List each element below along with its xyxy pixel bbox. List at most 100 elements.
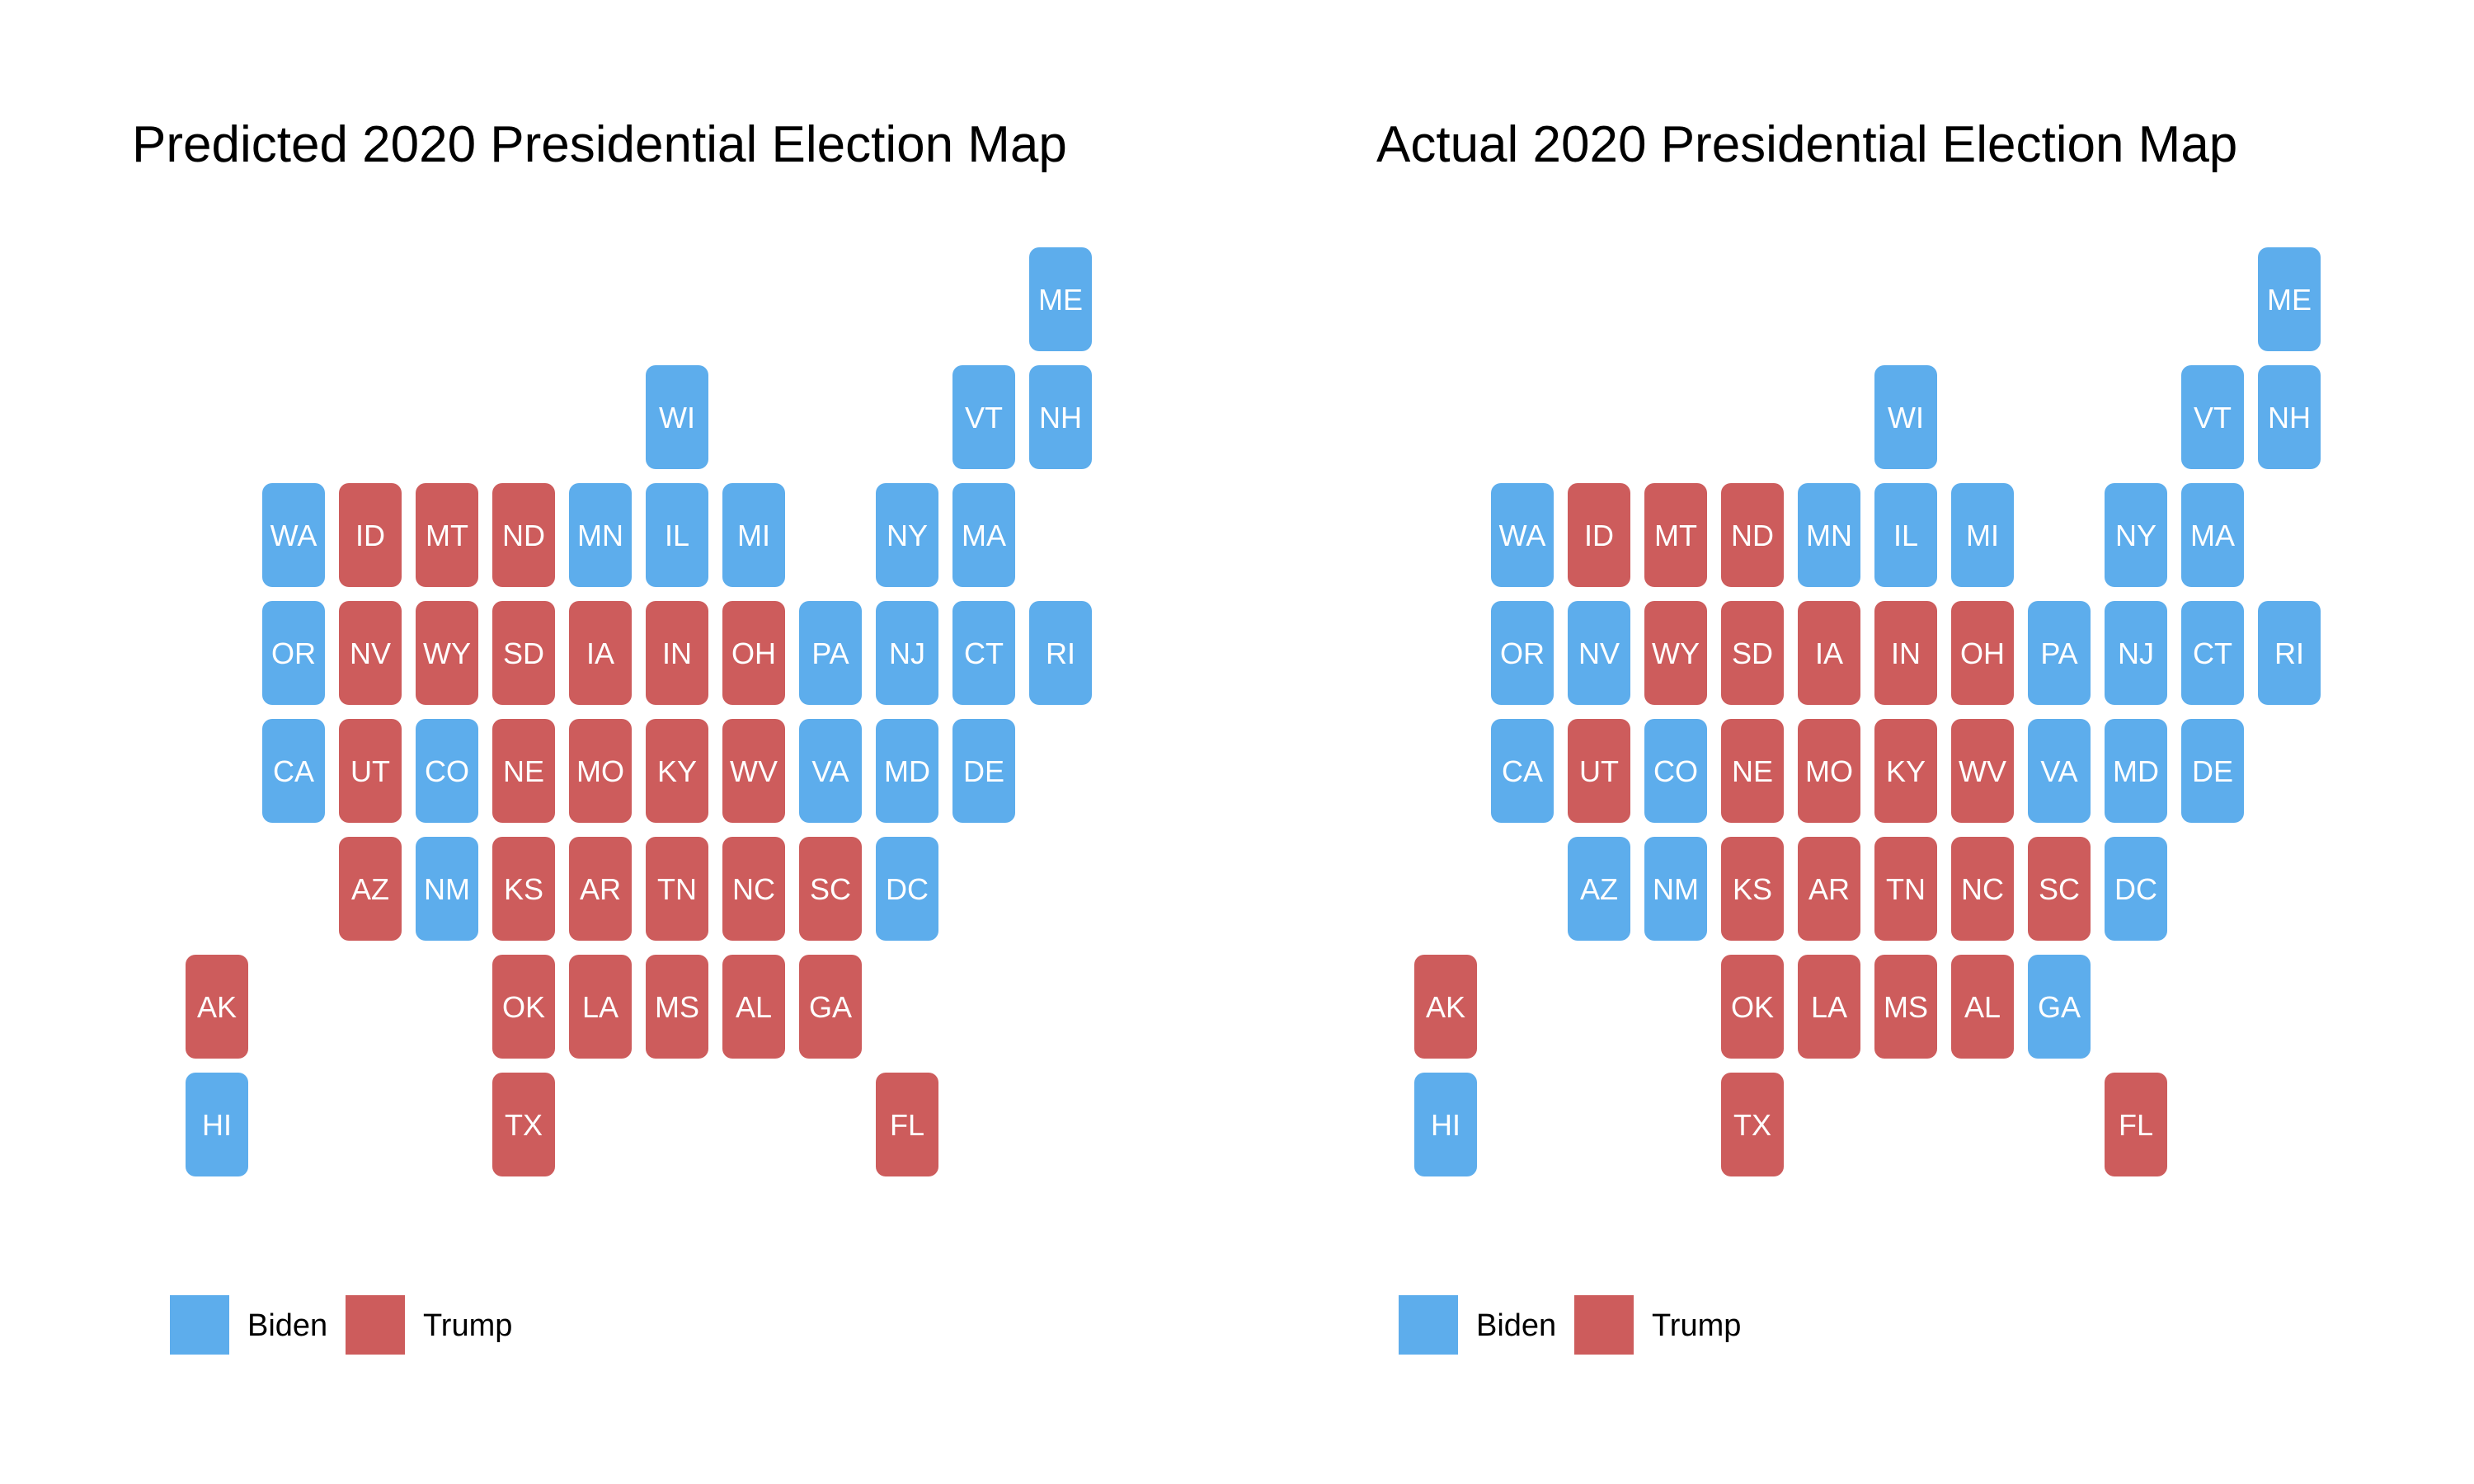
- state-tile-label: AZ: [351, 872, 389, 906]
- state-tile-label: MT: [426, 519, 468, 552]
- state-tile-label: CA: [1502, 754, 1543, 788]
- state-tile-fill: [799, 601, 862, 705]
- state-tile-fill: [1721, 1073, 1784, 1176]
- state-tile-fill: [1874, 719, 1937, 823]
- state-tile-ne: NE: [492, 719, 555, 823]
- state-tile-mi: MI: [1951, 483, 2014, 587]
- legend-entry-biden: Biden: [1399, 1295, 1556, 1355]
- state-tile-al: AL: [722, 955, 785, 1059]
- state-tile-label: LA: [582, 990, 618, 1024]
- state-tile-fill: [1798, 955, 1860, 1059]
- state-tile-label: ID: [1584, 519, 1614, 552]
- state-tile-fill: [1874, 837, 1937, 941]
- state-tile-md: MD: [876, 719, 938, 823]
- state-tile-label: ND: [1731, 519, 1774, 552]
- state-tile-hi: HI: [186, 1073, 248, 1176]
- state-tile-label: OK: [1731, 990, 1774, 1024]
- state-tile-fill: [1798, 837, 1860, 941]
- state-tile-fill: [339, 483, 402, 587]
- state-tile-fill: [799, 955, 862, 1059]
- state-tile-label: MN: [1806, 519, 1852, 552]
- state-tile-fill: [1721, 837, 1784, 941]
- state-tile-fill: [2105, 837, 2167, 941]
- state-tile-label: IN: [1891, 636, 1921, 670]
- legend-label: Biden: [247, 1308, 327, 1343]
- state-tile-or: OR: [262, 601, 325, 705]
- state-tile-fill: [2181, 601, 2244, 705]
- state-tile-ny: NY: [876, 483, 938, 587]
- state-tile-fill: [2028, 955, 2091, 1059]
- state-tile-wi: WI: [646, 365, 708, 469]
- state-tile-ky: KY: [646, 719, 708, 823]
- state-tile-sd: SD: [1721, 601, 1784, 705]
- state-tile-label: TN: [1886, 872, 1926, 906]
- predicted-map-legend: Biden Trump: [170, 1295, 512, 1355]
- state-tile-mo: MO: [1798, 719, 1860, 823]
- state-tile-fill: [2028, 837, 2091, 941]
- state-tile-label: WY: [1652, 636, 1700, 670]
- state-tile-fill: [569, 837, 632, 941]
- state-tile-label: NV: [350, 636, 391, 670]
- state-tile-label: GA: [809, 990, 852, 1024]
- state-tile-dc: DC: [2105, 837, 2167, 941]
- state-tile-label: MS: [655, 990, 699, 1024]
- state-tile-fill: [1568, 837, 1630, 941]
- state-tile-fill: [492, 1073, 555, 1176]
- state-tile-fill: [1798, 601, 1860, 705]
- state-tile-fill: [1644, 719, 1707, 823]
- state-tile-fl: FL: [2105, 1073, 2167, 1176]
- state-tile-fill: [2258, 601, 2321, 705]
- state-tile-fill: [1568, 719, 1630, 823]
- state-tile-label: MD: [884, 754, 930, 788]
- state-tile-nh: NH: [1029, 365, 1092, 469]
- state-tile-fill: [569, 601, 632, 705]
- state-tile-label: ND: [502, 519, 545, 552]
- state-tile-label: OH: [1960, 636, 2005, 670]
- state-tile-label: NJ: [2118, 636, 2154, 670]
- state-tile-fill: [952, 365, 1015, 469]
- state-tile-fill: [646, 601, 708, 705]
- state-tile-label: ME: [1038, 283, 1083, 317]
- state-tile-fill: [876, 837, 938, 941]
- state-tile-label: SC: [2039, 872, 2080, 906]
- state-tile-label: MD: [2113, 754, 2159, 788]
- state-tile-label: VT: [2194, 401, 2232, 434]
- state-tile-nd: ND: [492, 483, 555, 587]
- predicted-map-panel: Predicted 2020 Presidential Election Map…: [132, 116, 1092, 1355]
- state-tile-fill: [646, 719, 708, 823]
- state-tile-label: TX: [505, 1108, 543, 1142]
- state-tile-fill: [569, 955, 632, 1059]
- state-tile-ri: RI: [2258, 601, 2321, 705]
- state-tile-fill: [722, 837, 785, 941]
- state-tile-label: NE: [503, 754, 544, 788]
- state-tile-id: ID: [339, 483, 402, 587]
- state-tile-fill: [1721, 601, 1784, 705]
- state-tile-label: KY: [657, 754, 697, 788]
- state-tile-fill: [339, 719, 402, 823]
- state-tile-fill: [952, 483, 1015, 587]
- state-tile-label: DE: [963, 754, 1004, 788]
- state-tile-ks: KS: [1721, 837, 1784, 941]
- state-tile-fill: [339, 837, 402, 941]
- state-tile-ak: AK: [1414, 955, 1477, 1059]
- state-tile-ma: MA: [952, 483, 1015, 587]
- state-tile-ri: RI: [1029, 601, 1092, 705]
- state-tile-fill: [416, 483, 478, 587]
- state-tile-la: LA: [569, 955, 632, 1059]
- state-tile-ga: GA: [2028, 955, 2091, 1059]
- state-tile-label: VA: [811, 754, 849, 788]
- state-tile-fill: [2105, 601, 2167, 705]
- state-tile-label: UT: [350, 754, 390, 788]
- state-tile-label: NC: [1961, 872, 2004, 906]
- state-tile-label: AL: [1964, 990, 2001, 1024]
- state-tile-fill: [492, 955, 555, 1059]
- state-tile-fill: [2028, 601, 2091, 705]
- state-tile-fill: [1491, 719, 1554, 823]
- state-tile-ia: IA: [1798, 601, 1860, 705]
- state-tile-label: IA: [1815, 636, 1843, 670]
- state-tile-dc: DC: [876, 837, 938, 941]
- state-tile-ar: AR: [569, 837, 632, 941]
- state-tile-fill: [1491, 483, 1554, 587]
- state-tile-fill: [1491, 601, 1554, 705]
- state-tile-fill: [1951, 601, 2014, 705]
